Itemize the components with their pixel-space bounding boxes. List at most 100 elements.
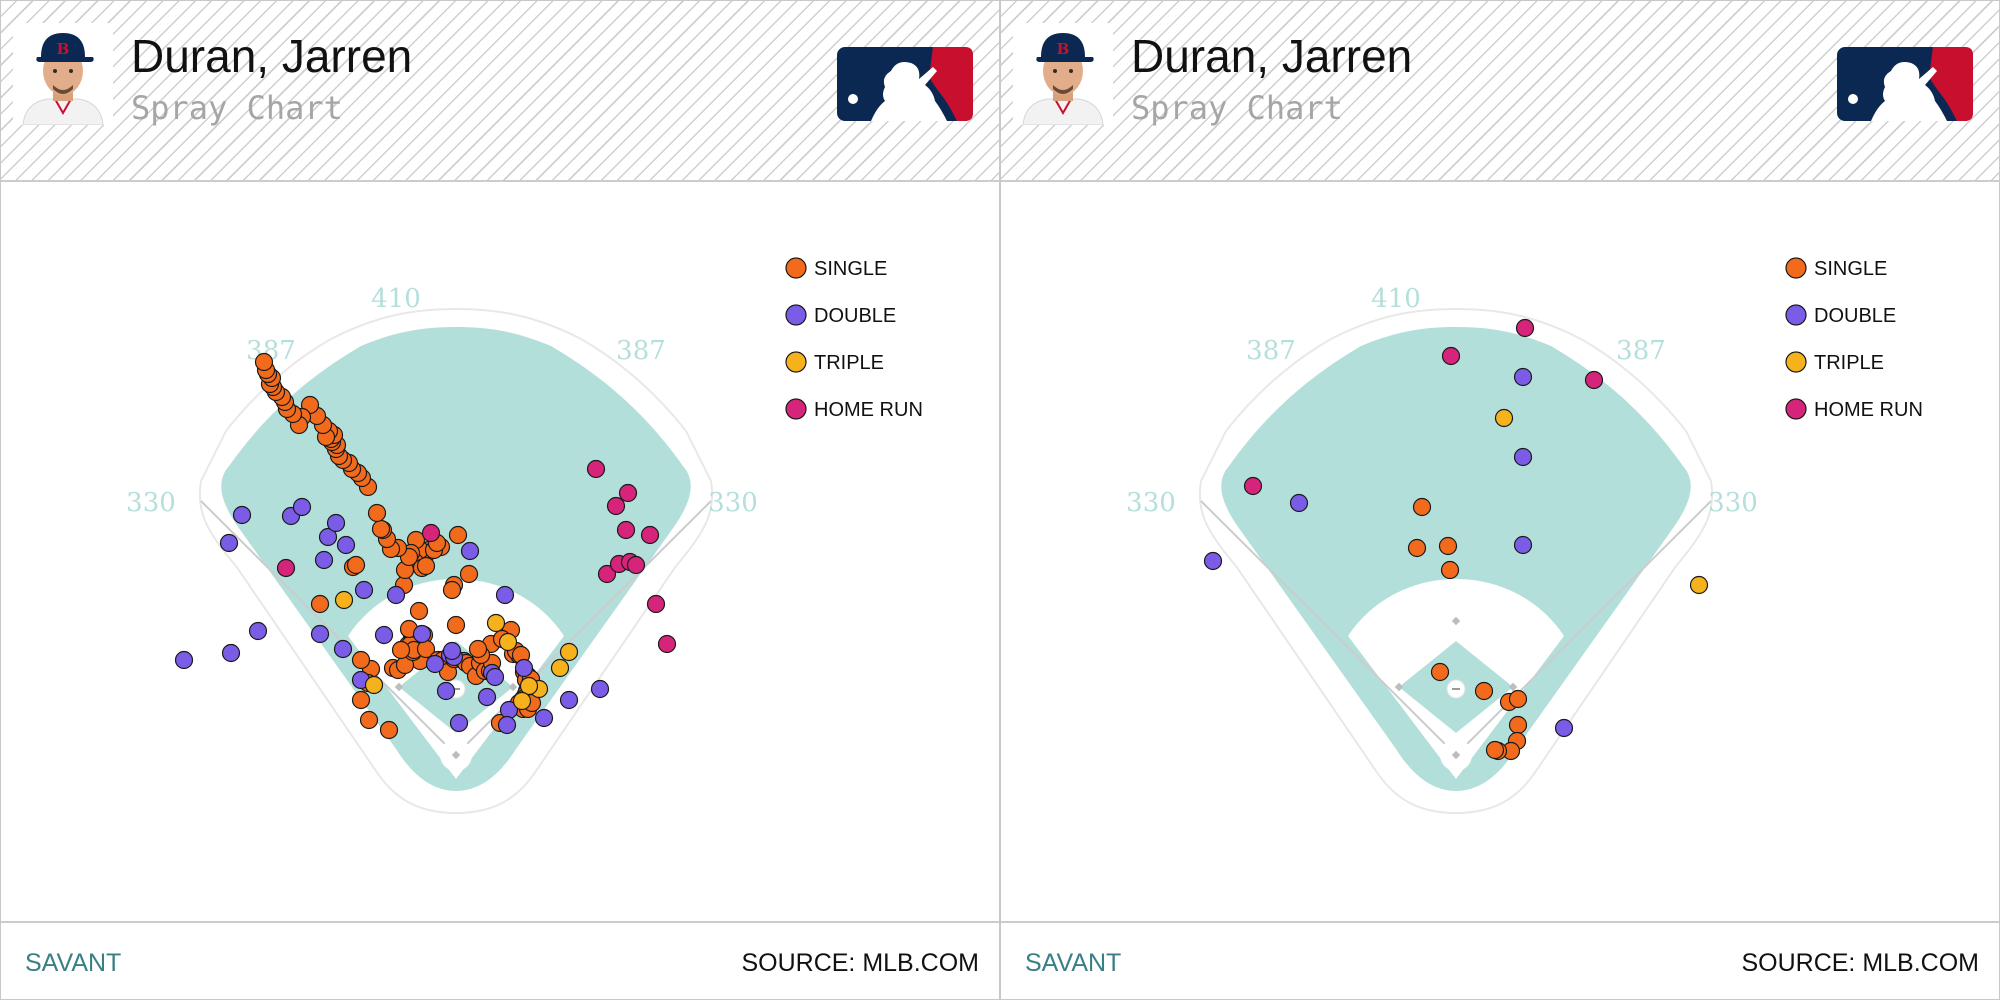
legend-swatch-home-run bbox=[1785, 398, 1807, 420]
chart-subtitle: Spray Chart bbox=[131, 89, 343, 127]
distance-label: 387 bbox=[1616, 336, 1666, 366]
single-point bbox=[1508, 689, 1528, 709]
single-point bbox=[416, 556, 436, 576]
double-point bbox=[460, 541, 480, 561]
left-foul-line bbox=[200, 500, 457, 756]
pitchers-rubber bbox=[1452, 688, 1460, 690]
single-point bbox=[1407, 538, 1427, 558]
home-run-point bbox=[606, 496, 626, 516]
triple-point bbox=[559, 642, 579, 662]
double-point bbox=[425, 654, 445, 674]
single-point bbox=[1438, 536, 1458, 556]
distance-label: 387 bbox=[1246, 336, 1296, 366]
home-run-point bbox=[1515, 318, 1535, 338]
double-point bbox=[248, 621, 268, 641]
legend-label: DOUBLE bbox=[1814, 305, 1896, 327]
home-run-point bbox=[1243, 476, 1263, 496]
home-run-point bbox=[1441, 346, 1461, 366]
single-point bbox=[1508, 715, 1528, 735]
single-point bbox=[351, 650, 371, 670]
panel-footer: SAVANT SOURCE: MLB.COM bbox=[1001, 921, 1999, 999]
distance-label: 330 bbox=[126, 488, 176, 518]
spray-chart-panel-left: B Duran, Jarren Spray Chart 330 387 410 387… bbox=[0, 0, 1000, 1000]
home-run-point bbox=[657, 634, 677, 654]
player-name: Duran, Jarren bbox=[1131, 30, 1413, 82]
panel-header: B Duran, Jarren Spray Chart bbox=[1, 1, 999, 182]
spray-chart-panel-right: B Duran, Jarren Spray Chart 330 387 410 387… bbox=[1000, 0, 2000, 1000]
savant-link[interactable]: SAVANT bbox=[1025, 949, 1122, 977]
triple-point bbox=[512, 691, 532, 711]
source-note: SOURCE: MLB.COM bbox=[1741, 949, 1979, 977]
triple-point bbox=[1494, 408, 1514, 428]
svg-text:B: B bbox=[57, 40, 70, 58]
triple-point bbox=[498, 632, 518, 652]
double-point bbox=[559, 690, 579, 710]
single-point bbox=[359, 710, 379, 730]
legend-label: DOUBLE bbox=[814, 305, 896, 327]
home-run-point bbox=[626, 555, 646, 575]
legend-swatch-double bbox=[1785, 304, 1807, 326]
savant-link[interactable]: SAVANT bbox=[25, 949, 122, 977]
double-point bbox=[590, 679, 610, 699]
single-point bbox=[1440, 560, 1460, 580]
single-point bbox=[448, 525, 468, 545]
single-point bbox=[409, 601, 429, 621]
legend: SINGLE DOUBLE TRIPLE HOME RUN bbox=[1785, 257, 1923, 421]
home-run-point bbox=[421, 523, 441, 543]
double-point bbox=[534, 708, 554, 728]
triple-point bbox=[364, 675, 384, 695]
distance-label: 330 bbox=[1126, 488, 1176, 518]
single-point bbox=[391, 640, 411, 660]
distance-label: 410 bbox=[371, 284, 421, 314]
legend-swatch-triple bbox=[1785, 351, 1807, 373]
single-point bbox=[1430, 662, 1450, 682]
ballpark-field bbox=[1198, 307, 1714, 815]
triple-point bbox=[519, 676, 539, 696]
double-point bbox=[1203, 551, 1223, 571]
double-point bbox=[386, 585, 406, 605]
pitchers-rubber bbox=[452, 688, 460, 690]
double-point bbox=[314, 550, 334, 570]
single-point bbox=[446, 615, 466, 635]
distance-label: 410 bbox=[1371, 284, 1421, 314]
single-point bbox=[1485, 740, 1505, 760]
single-point bbox=[367, 503, 387, 523]
legend-label: TRIPLE bbox=[814, 352, 884, 374]
player-headshot: B bbox=[13, 23, 113, 125]
double-point bbox=[485, 667, 505, 687]
single-point bbox=[371, 519, 391, 539]
double-point bbox=[354, 580, 374, 600]
triple-point bbox=[486, 613, 506, 633]
double-point bbox=[292, 497, 312, 517]
batted-balls bbox=[1203, 318, 1709, 761]
double-point bbox=[1513, 367, 1533, 387]
double-point bbox=[1513, 535, 1533, 555]
player-name: Duran, Jarren bbox=[131, 30, 413, 82]
home-run-point bbox=[1584, 370, 1604, 390]
double-point bbox=[449, 713, 469, 733]
double-point bbox=[1554, 718, 1574, 738]
source-note: SOURCE: MLB.COM bbox=[741, 949, 979, 977]
batted-balls bbox=[174, 352, 677, 740]
double-point bbox=[310, 624, 330, 644]
home-run-point bbox=[640, 525, 660, 545]
panel-footer: SAVANT SOURCE: MLB.COM bbox=[1, 921, 999, 999]
single-point bbox=[379, 720, 399, 740]
legend-label: SINGLE bbox=[814, 258, 887, 280]
right-foul-line bbox=[455, 500, 712, 756]
home-run-point bbox=[276, 558, 296, 578]
legend-label: SINGLE bbox=[1814, 258, 1887, 280]
legend-swatch-single bbox=[1785, 257, 1807, 279]
outfield-grass bbox=[1221, 327, 1691, 791]
double-point bbox=[219, 533, 239, 553]
double-point bbox=[174, 650, 194, 670]
single-point bbox=[1412, 497, 1432, 517]
legend-swatch-double bbox=[785, 304, 807, 326]
double-point bbox=[1513, 447, 1533, 467]
player-headshot: B bbox=[1013, 23, 1113, 125]
double-point bbox=[477, 687, 497, 707]
double-point bbox=[436, 681, 456, 701]
